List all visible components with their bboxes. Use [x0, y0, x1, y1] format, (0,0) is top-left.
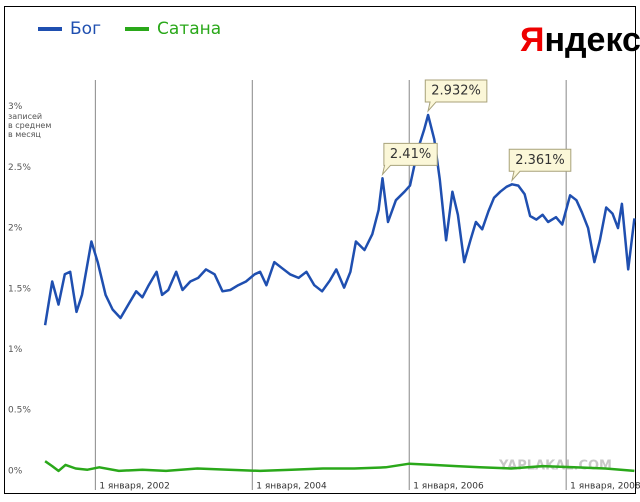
legend-label: Сатана — [157, 19, 221, 39]
y-axis-label: в среднем — [8, 121, 51, 130]
y-tick-label: 3% — [8, 102, 23, 112]
series-line — [44, 460, 635, 473]
y-tick-label: 0.5% — [8, 406, 31, 416]
y-axis-label: в месяц — [8, 130, 41, 139]
y-tick-label: 1% — [8, 345, 23, 355]
callout — [424, 79, 488, 113]
callout — [381, 142, 438, 177]
series-line — [43, 113, 636, 326]
frame — [4, 6, 636, 494]
x-tick-label: 1 января, 2008 — [570, 482, 640, 492]
logo: Яндекс — [520, 21, 640, 59]
y-tick-label: 0% — [8, 466, 23, 476]
legend-label: Бог — [70, 19, 101, 39]
y-tick-label: 2% — [8, 224, 23, 234]
y-tick-label: 2.5% — [8, 163, 31, 173]
y-axis-label: записей — [8, 112, 42, 121]
callout-label: 2.932% — [431, 83, 481, 98]
y-tick-label: 1.5% — [8, 284, 31, 294]
callout — [508, 148, 572, 183]
x-tick-label: 1 января, 2002 — [99, 482, 169, 492]
x-tick-label: 1 января, 2006 — [413, 482, 484, 492]
callout-label: 2.41% — [390, 147, 431, 162]
x-tick-label: 1 января, 2004 — [256, 482, 327, 492]
callout-label: 2.361% — [515, 153, 565, 168]
